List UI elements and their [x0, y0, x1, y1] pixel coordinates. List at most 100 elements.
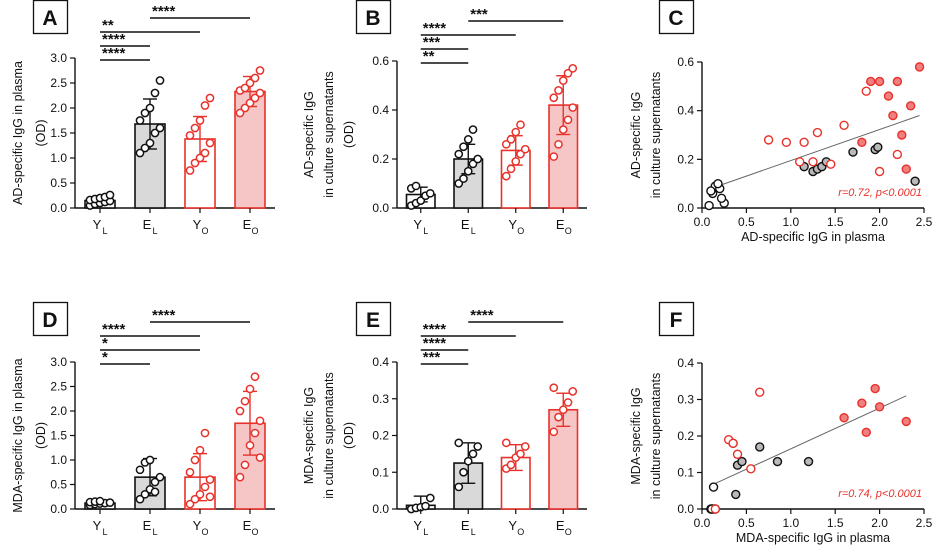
- panel-C-point-3-5: [897, 130, 907, 140]
- panel-E-point-0-4: [425, 493, 435, 503]
- panel-E-category-0: Y: [413, 518, 422, 533]
- panel-D-point-3-2: [245, 440, 255, 450]
- panel-D-point-2-0: [185, 499, 195, 509]
- panel-F-label: F: [670, 309, 683, 332]
- panel-B-point-0-4: [425, 188, 435, 198]
- panel-A-ytick-label: 0.0: [50, 201, 67, 215]
- panel-D-bracket-2-label: *: [102, 335, 108, 352]
- panel-B-point-3-7: [558, 76, 568, 85]
- panel-B-label: B: [365, 7, 380, 30]
- panel-E-ytick-label: 0.2: [372, 429, 389, 443]
- panel-B-point-1-1: [459, 174, 468, 183]
- panel-A-point-2-5: [185, 131, 195, 140]
- panel-C-xtick-label: 1.5: [827, 215, 844, 229]
- panel-D-ylabel-line-1: (OD): [34, 422, 48, 449]
- panel-A-category-3-sub: O: [251, 226, 258, 236]
- panel-A-bracket-0-label: ****: [152, 3, 176, 20]
- panel-C-point-2-0: [763, 135, 774, 145]
- panel-E-category-0-sub: L: [423, 527, 428, 537]
- panel-D-category-2-sub: O: [201, 527, 208, 537]
- panel-E-category-1-sub: L: [471, 527, 476, 537]
- panel-D-point-2-2: [195, 489, 205, 499]
- panel-D-bracket-0-label: ****: [152, 307, 176, 324]
- panel-B-point-3-4: [568, 103, 578, 112]
- panel-A-point-1-1: [140, 143, 150, 153]
- panel-E-point-2-4: [520, 442, 530, 451]
- panel-A-point-1-3: [150, 128, 160, 138]
- panel-C-ytick-label: 0.0: [677, 201, 694, 215]
- panel-B-ylabel-line-1: in culture supernatants: [322, 71, 336, 197]
- panel-C-point-0-5: [706, 186, 716, 196]
- panel-A-point-1-0: [135, 148, 145, 158]
- panel-A-point-1-8: [150, 88, 160, 98]
- panel-D-point-2-7: [195, 445, 205, 455]
- panel-D-point-3-6: [240, 396, 250, 406]
- panel-A-point-3-6: [240, 83, 250, 93]
- panel-C-point-1-8: [873, 142, 883, 152]
- panel-D-point-3-8: [250, 372, 260, 382]
- panel-B-category-0: Y: [413, 217, 422, 232]
- panel-E-point-3-1: [554, 412, 563, 422]
- panel-B-point-3-0: [549, 152, 559, 161]
- panel-A-point-2-8: [200, 101, 210, 110]
- panel-E-point-3-0: [549, 427, 559, 437]
- panel-A-category-3: E: [243, 217, 252, 232]
- panel-C-point-2-8: [861, 86, 871, 96]
- panel-B-point-3-9: [568, 64, 578, 73]
- panel-A-point-1-4: [155, 123, 165, 133]
- panel-B-category-2-sub: O: [517, 226, 524, 236]
- panel-D-point-3-0: [235, 472, 245, 482]
- panel-D-ytick-label: 1.0: [50, 453, 67, 467]
- panel-D-point-1-1: [140, 489, 150, 499]
- panel-A-point-3-9: [255, 66, 265, 75]
- panel-F-point-2-2: [728, 438, 738, 448]
- panel-E-bracket-0-label: ****: [470, 307, 494, 324]
- panel-F-annotation: r=0.74, p<0.0001: [838, 488, 922, 500]
- panel-D-point-3-5: [235, 406, 245, 416]
- panel-A-ylabel-line-0: AD-specific IgG in plasma: [11, 61, 25, 205]
- panel-C-point-2-4: [808, 157, 818, 167]
- panel-E-point-1-0: [454, 482, 464, 492]
- panel-C-ytick-label: 0.6: [677, 55, 694, 69]
- panel-F-ytick-label: 0.2: [677, 429, 694, 443]
- panel-F-xtick-label: 2.0: [871, 516, 888, 530]
- panel-F-point-1-5: [803, 456, 814, 467]
- panel-D-point-3-4: [255, 416, 265, 426]
- panel-D-point-1-3: [150, 477, 160, 487]
- panel-A-point-3-3: [250, 93, 260, 103]
- panel-E-label: E: [366, 309, 380, 332]
- panel-A-ytick-label: 2.0: [50, 101, 67, 115]
- panel-A-point-2-2: [195, 153, 205, 163]
- panel-A-category-1-sub: L: [152, 226, 157, 236]
- panel-B-ytick-label: 0.2: [372, 152, 389, 166]
- panel-B-category-3-sub: O: [565, 226, 572, 236]
- panel-D-point-1-5: [135, 465, 145, 475]
- panel-F-ytick-label: 0.4: [677, 356, 694, 370]
- panel-F-xtick-label: 1.5: [827, 516, 844, 530]
- panel-F-point-3-3: [870, 383, 880, 394]
- panel-D-point-3-1: [240, 460, 250, 470]
- panel-F-point-1-6: [731, 489, 741, 500]
- panel-F-ytick-label: 0.3: [677, 393, 694, 407]
- panel-A-point-2-1: [190, 158, 200, 168]
- panel-E-point-0-3: [421, 501, 430, 511]
- panel-F-ylabel-line-0: MDA-specific IgG: [629, 387, 643, 484]
- panel-B-point-2-2: [511, 157, 521, 166]
- panel-A-point-3-2: [245, 98, 255, 108]
- panel-B-point-3-1: [554, 139, 563, 149]
- panel-B-category-2: Y: [508, 217, 517, 232]
- panel-A-point-3-8: [250, 73, 260, 83]
- panel-E-ylabel-line-2: (OD): [342, 422, 356, 449]
- panel-E-category-3-sub: O: [565, 527, 572, 537]
- panel-C-point-1-7: [910, 176, 920, 186]
- panel-D-point-2-8: [200, 428, 210, 438]
- panel-E-point-1-3: [468, 449, 478, 459]
- panel-D-point-2-5: [185, 467, 195, 477]
- panel-F-xtick-label: 0.5: [738, 516, 755, 530]
- panel-D-point-0-7: [95, 496, 105, 506]
- panel-E-category-2: Y: [508, 518, 517, 533]
- panel-F-point-3-5: [901, 416, 911, 427]
- panel-E-ytick-label: 0.4: [372, 355, 389, 369]
- panel-A-point-1-7: [145, 103, 155, 113]
- panel-A-point-0-9: [105, 190, 115, 200]
